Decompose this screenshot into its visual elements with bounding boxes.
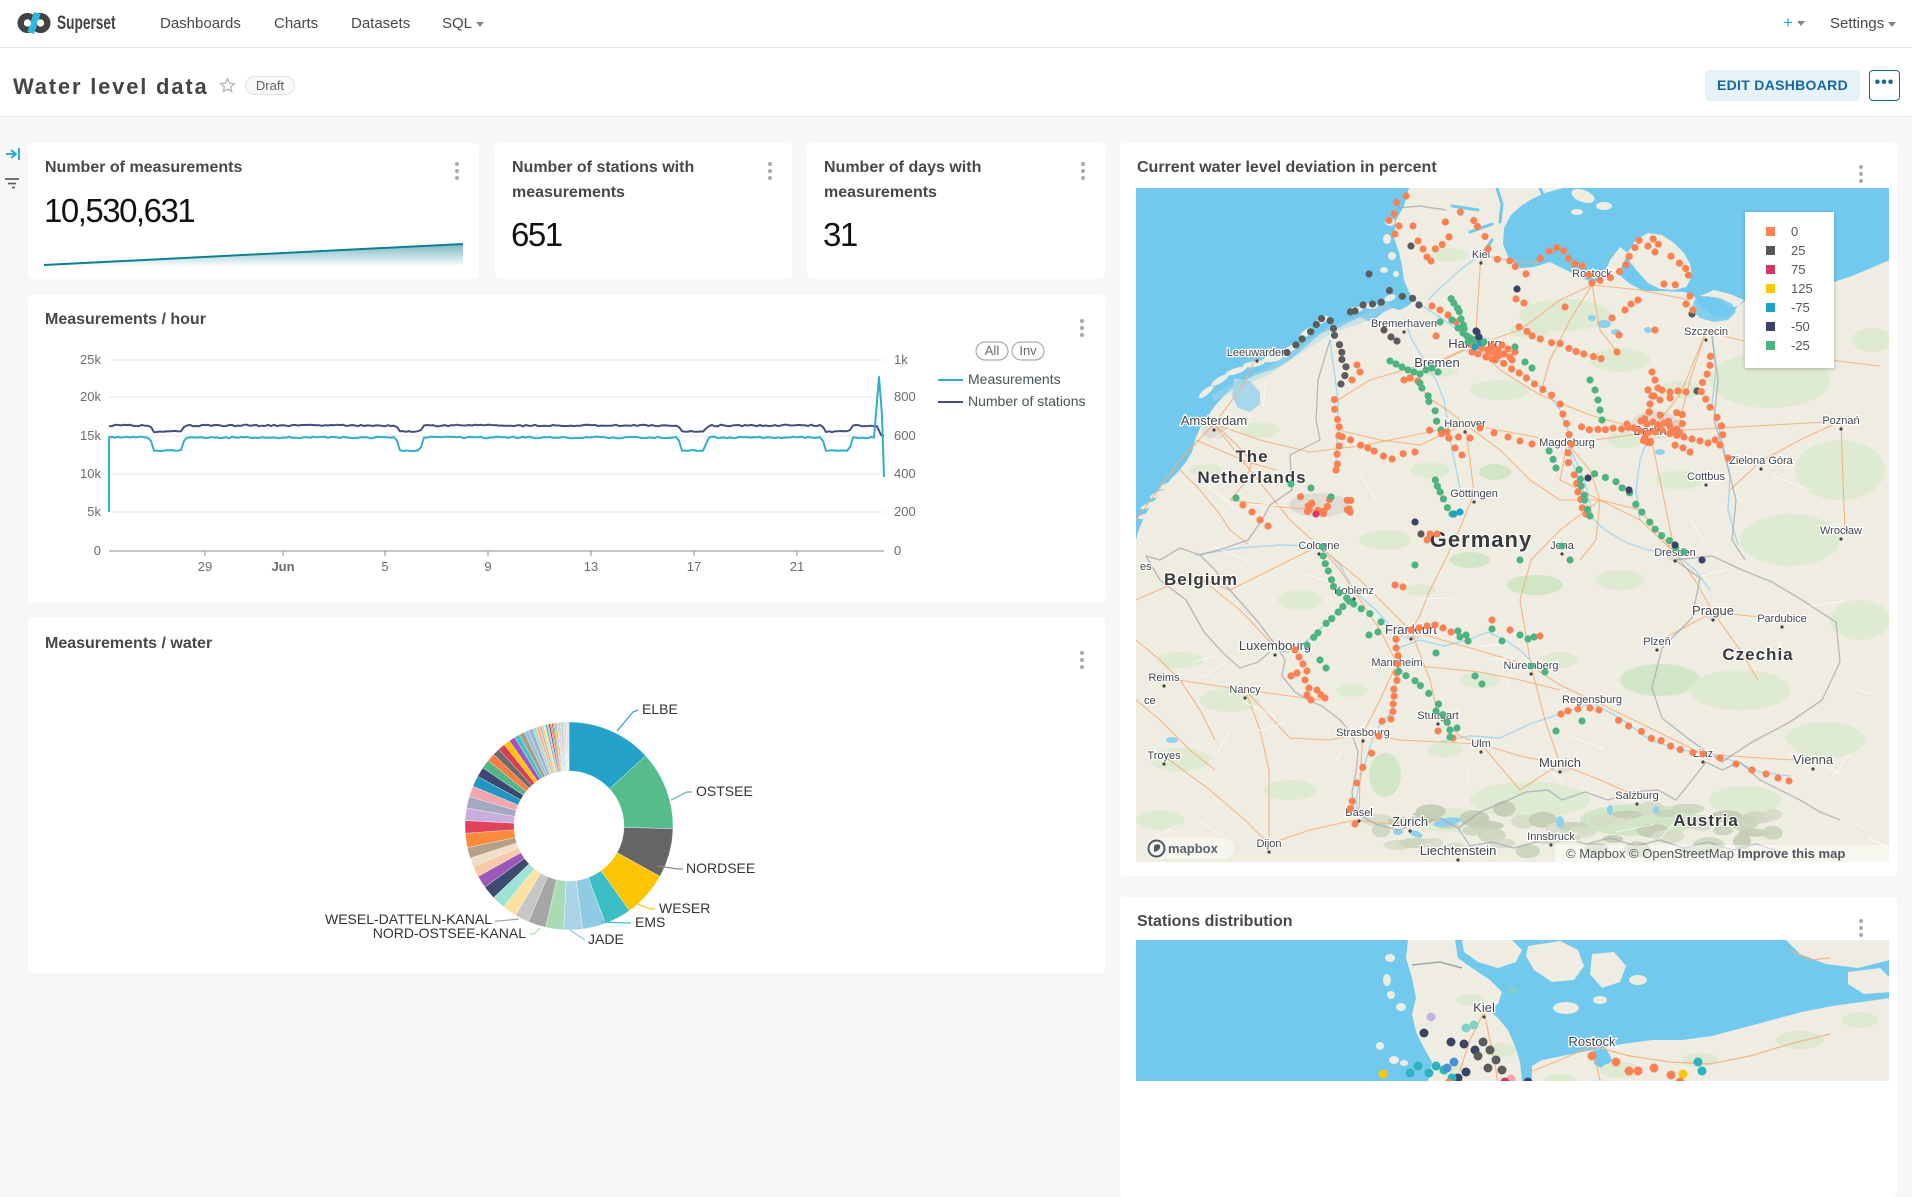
svg-text:OSTSEE: OSTSEE [696, 783, 753, 799]
svg-text:-50: -50 [1791, 319, 1810, 334]
svg-text:Kiel: Kiel [1473, 1000, 1495, 1015]
svg-text:Netherlands: Netherlands [1197, 468, 1306, 487]
svg-text:Magdeburg: Magdeburg [1539, 437, 1595, 449]
svg-text:200: 200 [894, 504, 916, 519]
svg-text:400: 400 [894, 466, 916, 481]
svg-text:Salzburg: Salzburg [1615, 790, 1658, 802]
svg-text:EMS: EMS [635, 914, 665, 930]
svg-text:Prague: Prague [1692, 603, 1734, 618]
svg-text:800: 800 [894, 389, 916, 404]
svg-text:25k: 25k [80, 352, 101, 367]
svg-text:Zurich: Zurich [1392, 814, 1428, 829]
svg-text:21: 21 [790, 559, 804, 574]
svg-text:Koblenz: Koblenz [1334, 585, 1374, 597]
svg-text:Troyes: Troyes [1147, 750, 1181, 762]
svg-text:20k: 20k [80, 389, 101, 404]
svg-text:Amsterdam: Amsterdam [1181, 413, 1247, 428]
svg-text:Leeuwarden: Leeuwarden [1227, 347, 1288, 359]
svg-text:Cottbus: Cottbus [1687, 471, 1725, 483]
svg-text:29: 29 [198, 559, 212, 574]
svg-text:Zielona Góra: Zielona Góra [1729, 455, 1793, 467]
svg-text:© Mapbox © OpenStreetMap Impro: © Mapbox © OpenStreetMap Improve this ma… [1566, 846, 1845, 861]
svg-text:Liechtenstein: Liechtenstein [1420, 843, 1497, 858]
svg-text:600: 600 [894, 428, 916, 443]
svg-text:10k: 10k [80, 466, 101, 481]
svg-text:Nancy: Nancy [1229, 684, 1261, 696]
svg-text:WESER: WESER [659, 900, 710, 916]
svg-text:Czechia: Czechia [1722, 645, 1793, 664]
svg-text:Bremerhaven: Bremerhaven [1371, 318, 1437, 330]
svg-text:ELBE: ELBE [642, 701, 678, 717]
svg-text:75: 75 [1791, 262, 1805, 277]
svg-text:The: The [1235, 447, 1268, 466]
svg-text:Vienna: Vienna [1793, 752, 1834, 767]
svg-text:Belgium: Belgium [1164, 570, 1238, 589]
svg-text:Munich: Munich [1539, 755, 1581, 770]
svg-text:Poznań: Poznań [1822, 415, 1859, 427]
svg-text:Luxembourg: Luxembourg [1239, 638, 1311, 653]
svg-text:Bremen: Bremen [1414, 355, 1460, 370]
svg-text:Rostock: Rostock [1569, 1034, 1616, 1049]
svg-text:125: 125 [1791, 281, 1813, 296]
svg-text:Dijon: Dijon [1256, 838, 1281, 850]
svg-text:mapbox: mapbox [1168, 841, 1219, 856]
svg-text:Hanover: Hanover [1444, 418, 1486, 430]
svg-text:1k: 1k [894, 352, 908, 367]
svg-text:NORD-OSTSEE-KANAL: NORD-OSTSEE-KANAL [373, 925, 526, 941]
svg-text:-25: -25 [1791, 338, 1810, 353]
svg-text:es: es [1140, 561, 1152, 573]
svg-text:NORDSEE: NORDSEE [686, 860, 755, 876]
svg-text:All: All [985, 343, 1000, 358]
svg-text:WESEL-DATTELN-KANAL: WESEL-DATTELN-KANAL [325, 911, 492, 927]
svg-text:25: 25 [1791, 243, 1805, 258]
svg-text:0: 0 [1791, 224, 1798, 239]
svg-text:Wrocław: Wrocław [1820, 525, 1862, 537]
svg-text:13: 13 [584, 559, 598, 574]
svg-text:5k: 5k [87, 504, 101, 519]
svg-text:0: 0 [894, 543, 901, 558]
svg-text:Measurements: Measurements [968, 371, 1061, 387]
svg-text:Austria: Austria [1673, 811, 1739, 830]
svg-text:JADE: JADE [588, 931, 624, 947]
svg-text:0: 0 [94, 543, 101, 558]
svg-text:Plzeň: Plzeň [1643, 636, 1671, 648]
svg-text:Regensburg: Regensburg [1562, 694, 1622, 706]
svg-text:Number of stations: Number of stations [968, 393, 1086, 409]
svg-text:Szczecin: Szczecin [1684, 326, 1728, 338]
svg-text:-75: -75 [1791, 300, 1810, 315]
svg-text:Inv: Inv [1019, 343, 1037, 358]
svg-text:Innsbruck: Innsbruck [1527, 831, 1575, 843]
svg-text:Jun: Jun [271, 559, 294, 574]
svg-text:ce: ce [1144, 695, 1156, 707]
svg-text:5: 5 [381, 559, 388, 574]
svg-text:17: 17 [687, 559, 701, 574]
svg-text:Ulm: Ulm [1471, 738, 1491, 750]
svg-text:Göttingen: Göttingen [1450, 488, 1498, 500]
svg-text:15k: 15k [80, 428, 101, 443]
svg-text:Reims: Reims [1148, 672, 1180, 684]
svg-text:Germany: Germany [1430, 527, 1532, 552]
svg-text:Pardubice: Pardubice [1757, 613, 1807, 625]
svg-text:9: 9 [484, 559, 491, 574]
